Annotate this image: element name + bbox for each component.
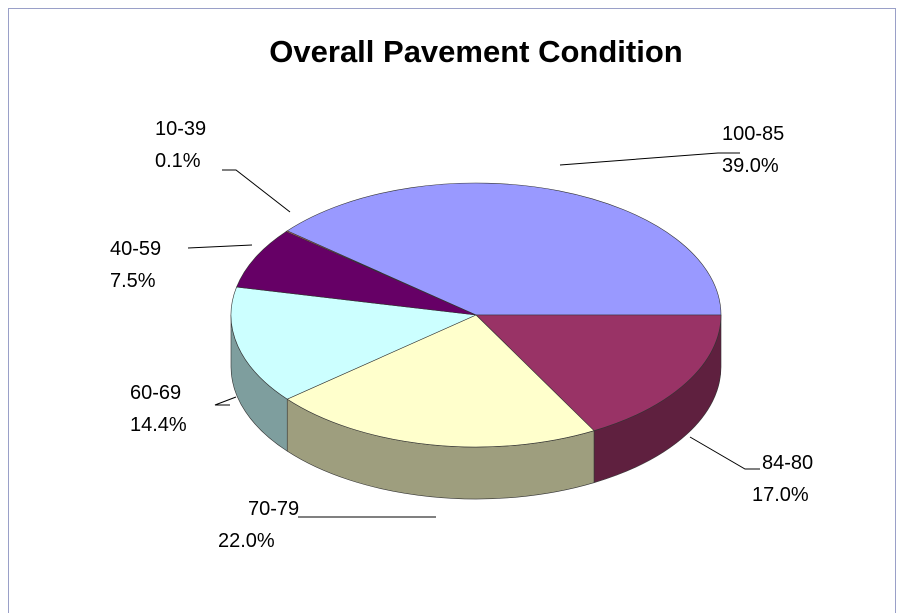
chart-border — [8, 8, 896, 613]
pie-slice — [230, 286, 478, 400]
slice-value-label: 7.5% — [110, 270, 156, 292]
leader-line — [559, 152, 740, 166]
chart-title: Overall Pavement Condition — [269, 34, 682, 69]
slice-label: 60-69 — [130, 382, 181, 404]
leader-line — [187, 244, 253, 249]
slice-value-label: 17.0% — [752, 484, 809, 506]
leader-line — [222, 169, 291, 213]
pie-slice — [286, 182, 722, 316]
pie-slice — [286, 314, 595, 448]
slice-value-label: 22.0% — [218, 530, 275, 552]
slice-value-label: 0.1% — [155, 150, 201, 172]
pie-slice — [236, 231, 477, 316]
slice-label: 100-85 — [722, 123, 784, 145]
slice-label: 10-39 — [155, 118, 206, 140]
leader-line — [689, 436, 760, 470]
pie-slice — [285, 230, 477, 316]
pie-slice — [475, 314, 722, 432]
leader-line — [214, 396, 237, 406]
slice-label: 70-79 — [248, 498, 299, 520]
slice-value-label: 14.4% — [130, 414, 187, 436]
slice-label: 40-59 — [110, 238, 161, 260]
slice-value-label: 39.0% — [722, 155, 779, 177]
slice-label: 84-80 — [762, 452, 813, 474]
